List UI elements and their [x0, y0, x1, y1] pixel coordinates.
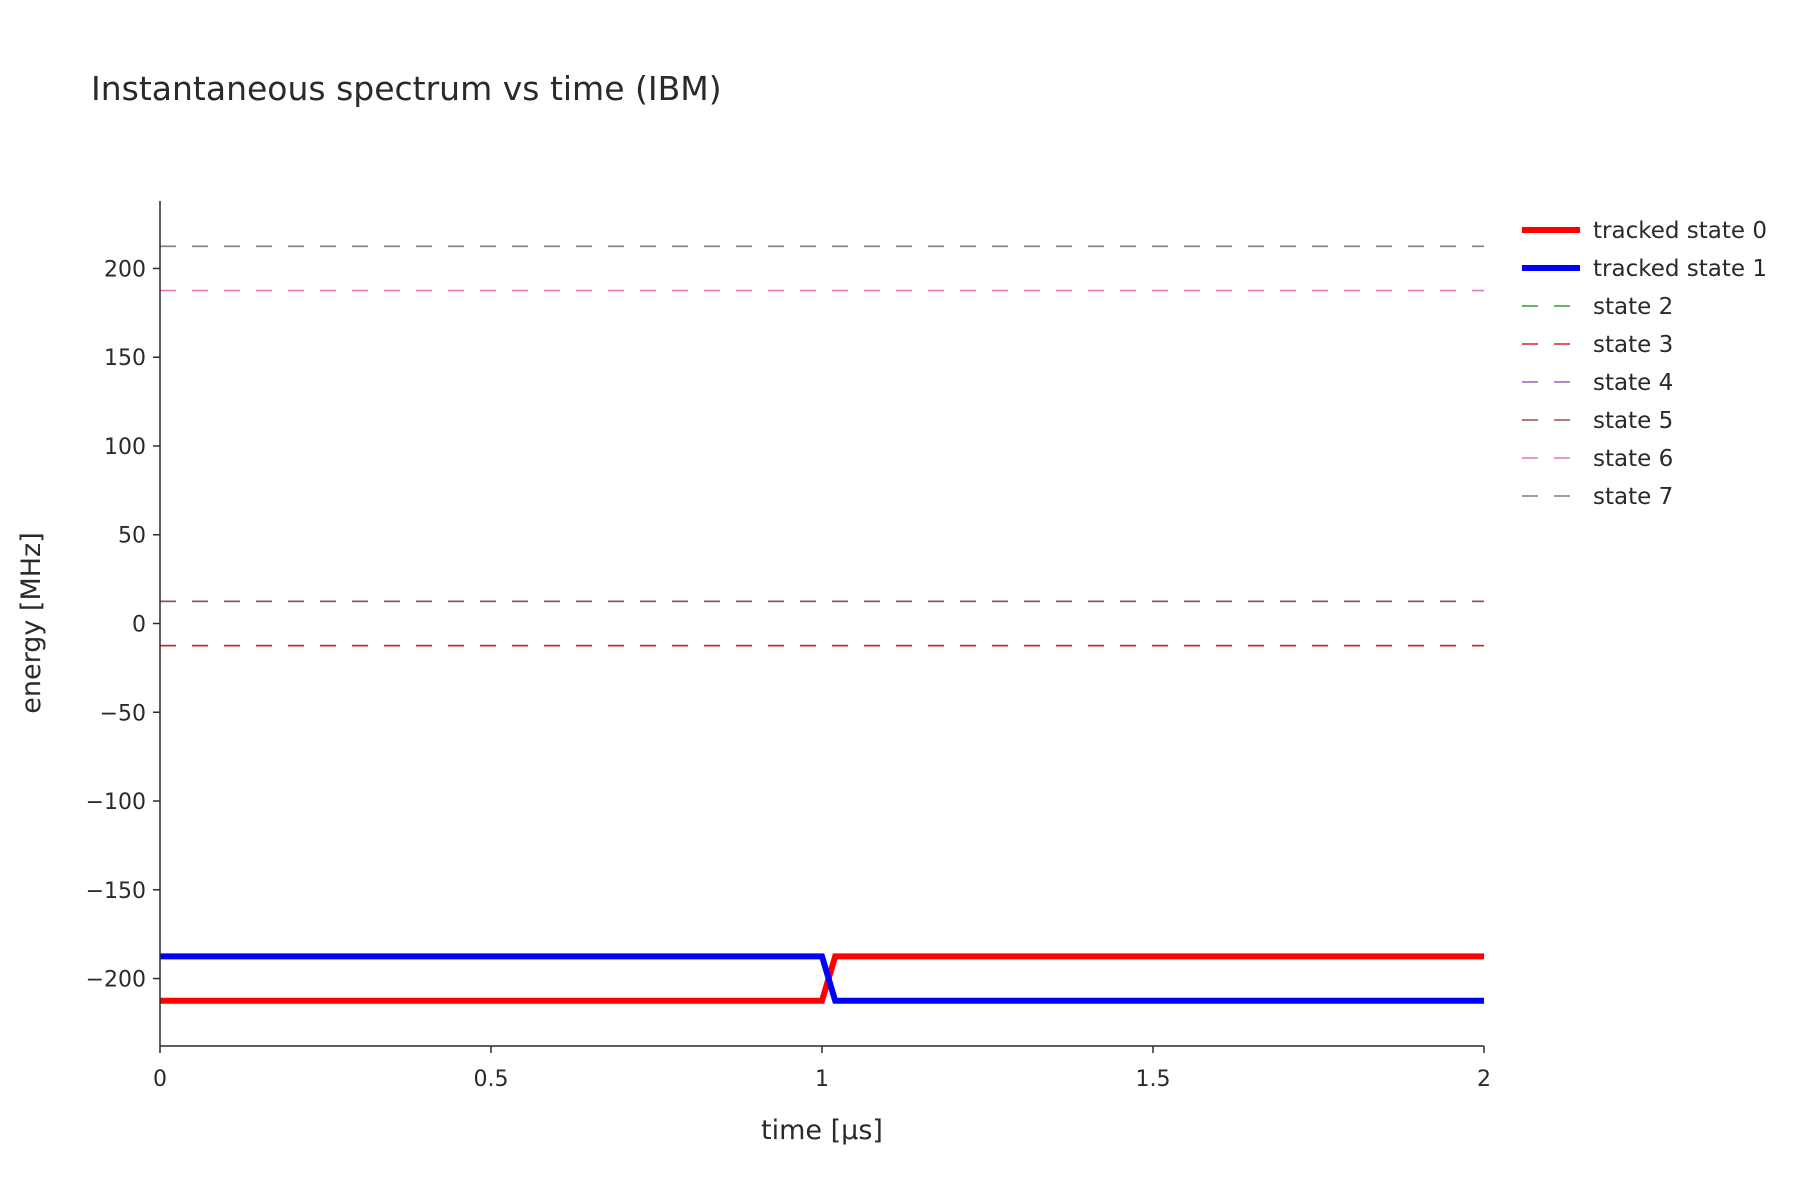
y-tick-label: −150 — [86, 879, 146, 904]
y-tick-label: 150 — [104, 346, 146, 371]
legend-item[interactable]: state 6 — [1522, 446, 1673, 472]
legend-label: state 5 — [1593, 408, 1673, 434]
legend-label: state 7 — [1593, 484, 1673, 510]
legend-item[interactable]: tracked state 1 — [1522, 256, 1767, 282]
x-axis-title: time [μs] — [761, 1115, 883, 1146]
legend[interactable]: tracked state 0 tracked state 1 state 2 sta… — [1522, 218, 1767, 510]
x-tick-label: 0 — [153, 1067, 167, 1092]
y-tick-label: 50 — [118, 524, 146, 549]
y-axis-title: energy [MHz] — [16, 532, 47, 714]
legend-label: state 3 — [1593, 332, 1673, 358]
x-tick-label: 2 — [1477, 1067, 1491, 1092]
series-layer — [160, 245, 1484, 1004]
legend-item[interactable]: tracked state 0 — [1522, 218, 1767, 244]
y-axis-ticks: −200 −150 −100 −50 0 50 100 150 200 — [86, 257, 160, 993]
series-line-tracked-state-1 — [160, 953, 1484, 1004]
legend-item[interactable]: state 7 — [1522, 484, 1673, 510]
legend-item[interactable]: state 5 — [1522, 408, 1673, 434]
legend-item[interactable]: state 4 — [1522, 370, 1673, 396]
x-tick-label: 1.5 — [1136, 1067, 1171, 1092]
x-axis-ticks: 0 0.5 1 1.5 2 — [153, 1046, 1491, 1092]
x-tick-label: 0.5 — [474, 1067, 509, 1092]
y-tick-label: −50 — [100, 701, 146, 726]
y-tick-label: −200 — [86, 968, 146, 993]
chart-title: Instantaneous spectrum vs time (IBM) — [91, 69, 722, 108]
legend-label: state 6 — [1593, 446, 1673, 472]
legend-item[interactable]: state 3 — [1522, 332, 1673, 358]
legend-item[interactable]: state 2 — [1522, 294, 1673, 320]
legend-label: tracked state 1 — [1593, 256, 1767, 282]
y-tick-label: 200 — [104, 257, 146, 282]
legend-label: state 4 — [1593, 370, 1673, 396]
x-tick-label: 1 — [815, 1067, 829, 1092]
legend-label: state 2 — [1593, 294, 1673, 320]
y-tick-label: 100 — [104, 435, 146, 460]
y-tick-label: 0 — [132, 613, 146, 638]
y-tick-label: −100 — [86, 790, 146, 815]
legend-label: tracked state 0 — [1593, 218, 1767, 244]
